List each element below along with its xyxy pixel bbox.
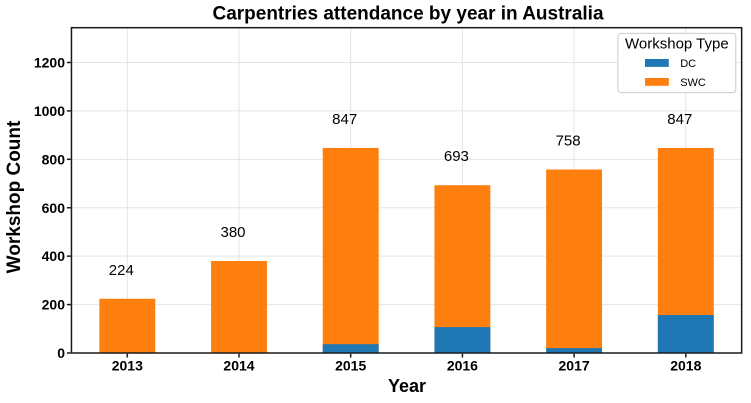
svg-text:847: 847 xyxy=(332,111,357,128)
svg-text:758: 758 xyxy=(556,132,581,149)
svg-text:380: 380 xyxy=(220,224,245,241)
svg-text:SWC: SWC xyxy=(680,77,706,89)
svg-text:2016: 2016 xyxy=(447,358,478,374)
svg-text:0: 0 xyxy=(57,345,65,361)
svg-text:847: 847 xyxy=(667,111,692,128)
svg-text:2018: 2018 xyxy=(670,358,701,374)
svg-text:DC: DC xyxy=(680,58,696,70)
svg-text:400: 400 xyxy=(42,248,66,264)
svg-text:1200: 1200 xyxy=(34,55,65,71)
svg-text:200: 200 xyxy=(42,297,66,313)
svg-text:Workshop Type: Workshop Type xyxy=(625,35,729,52)
svg-text:Workshop Count: Workshop Count xyxy=(4,120,25,273)
svg-text:2015: 2015 xyxy=(335,358,366,374)
svg-text:600: 600 xyxy=(42,200,66,216)
svg-text:Year: Year xyxy=(388,376,426,396)
svg-text:1000: 1000 xyxy=(34,103,65,119)
svg-text:800: 800 xyxy=(42,151,66,167)
svg-text:Carpentries attendance by year: Carpentries attendance by year in Austra… xyxy=(212,4,603,25)
svg-text:693: 693 xyxy=(444,148,469,165)
svg-text:2017: 2017 xyxy=(559,358,590,374)
svg-text:224: 224 xyxy=(109,262,134,279)
svg-text:2014: 2014 xyxy=(223,358,254,374)
svg-text:2013: 2013 xyxy=(112,358,143,374)
